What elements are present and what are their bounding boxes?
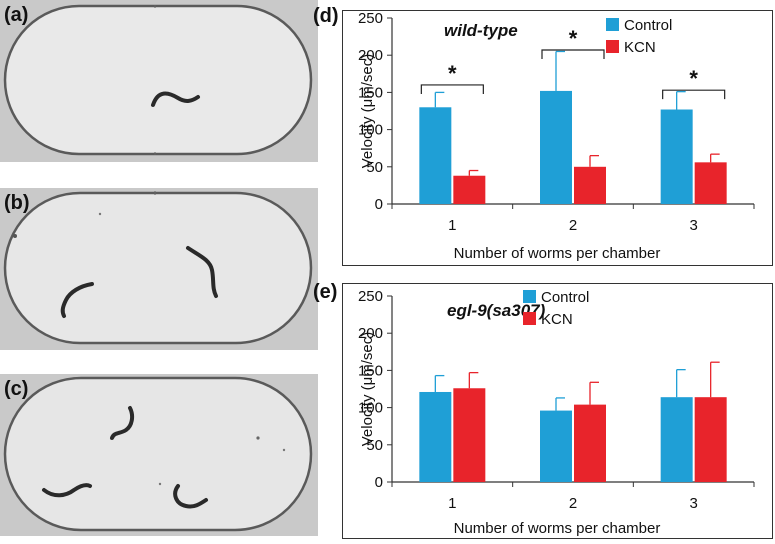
worm	[60, 282, 94, 318]
legend-swatch-e-kcn	[523, 312, 536, 325]
significance-bracket-d	[420, 84, 484, 94]
bar-d-kcn-3	[694, 162, 727, 204]
y-tick-label-d: 250	[358, 10, 383, 27]
panel-label-c: (c)	[4, 378, 29, 400]
worm	[110, 406, 135, 440]
y-tick-label-e: 100	[358, 400, 383, 417]
bar-e-kcn-1	[453, 388, 486, 482]
x-axis-label-d: Number of worms per chamber	[454, 245, 661, 262]
bar-d-control-3	[660, 109, 693, 204]
panel-label-e: (e)	[313, 281, 338, 303]
y-tick-label-d: 150	[358, 84, 383, 101]
y-tick-label-d: 200	[358, 47, 383, 64]
x-tick-label-e: 2	[569, 495, 577, 512]
bar-e-kcn-3	[694, 397, 727, 482]
y-tick-label-e: 50	[366, 437, 383, 454]
x-tick-label-d: 3	[689, 217, 697, 234]
legend-label-d-control: Control	[624, 17, 672, 34]
x-tick-label-e: 3	[689, 495, 697, 512]
chart-title-d: wild-type	[444, 21, 518, 40]
chamber-image-c	[3, 376, 313, 532]
panel-label-a: (a)	[4, 4, 29, 26]
legend-swatch-d-kcn	[606, 40, 619, 53]
bar-e-control-1	[419, 391, 452, 482]
y-tick-label-e: 200	[358, 325, 383, 342]
bar-d-kcn-1	[453, 175, 486, 204]
y-tick-label-e: 0	[375, 474, 383, 491]
worm	[151, 91, 200, 107]
significance-star-d: *	[569, 26, 578, 51]
x-tick-label-d: 2	[569, 217, 577, 234]
y-axis-label-d: Velocity (μm/sec)	[359, 54, 376, 169]
bar-e-kcn-2	[574, 404, 606, 482]
significance-star-d: *	[689, 66, 698, 91]
x-tick-label-d: 1	[448, 217, 456, 234]
y-tick-label-d: 0	[375, 196, 383, 213]
y-axis-label-e: Velocity (μm/sec)	[359, 332, 376, 447]
chamber-image-a	[3, 4, 313, 156]
worm	[173, 484, 208, 509]
x-tick-label-e: 1	[448, 495, 456, 512]
significance-bracket-d	[662, 89, 726, 100]
photo-panel-c	[0, 374, 318, 536]
chamber-image-b	[3, 191, 313, 345]
y-tick-label-d: 100	[358, 122, 383, 139]
y-tick-label-e: 250	[358, 288, 383, 305]
significance-star-d: *	[448, 61, 457, 86]
worm	[186, 246, 218, 298]
x-axis-label-e: Number of worms per chamber	[454, 520, 661, 537]
significance-bracket-d	[541, 49, 605, 59]
legend-swatch-d-control	[606, 18, 619, 31]
chart-title-e: egl-9(sa307)	[447, 301, 546, 320]
photo-panel-b	[0, 188, 318, 350]
photo-panel-a	[0, 0, 318, 162]
legend-label-d-kcn: KCN	[624, 39, 656, 56]
y-tick-label-d: 50	[366, 159, 383, 176]
legend-label-e-control: Control	[541, 289, 589, 306]
bar-d-control-2	[540, 90, 572, 204]
bar-e-control-3	[660, 397, 693, 482]
legend-swatch-e-control	[523, 290, 536, 303]
worm	[42, 483, 92, 498]
bar-e-control-2	[540, 410, 572, 482]
bar-d-kcn-2	[574, 166, 606, 204]
panel-label-d: (d)	[313, 5, 339, 27]
bar-d-control-1	[419, 107, 452, 204]
legend-label-e-kcn: KCN	[541, 311, 573, 328]
panel-label-b: (b)	[4, 192, 30, 214]
y-tick-label-e: 150	[358, 362, 383, 379]
